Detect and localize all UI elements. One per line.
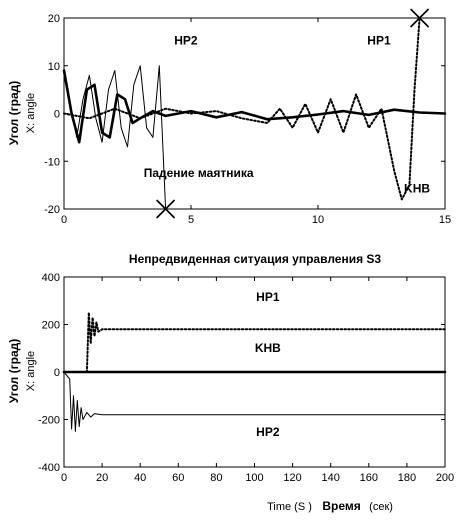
top-series bbox=[62, 17, 447, 210]
y-tick-label: 400 bbox=[42, 272, 60, 284]
x-tick-label: 15 bbox=[439, 214, 451, 226]
top-ylabel-sub: X: angle bbox=[25, 93, 37, 133]
top-ticks: 0 5 10 15 20 10 0 -10 -20 bbox=[44, 13, 451, 226]
series-line-hp2 bbox=[63, 65, 167, 210]
bottom-ticks: 0 20 40 60 80 100 120 140 160 180 200 400 200 0 -200 -4… bbox=[38, 272, 454, 484]
x-tick-label: 20 bbox=[96, 472, 108, 484]
series-line-hp1 bbox=[63, 17, 421, 201]
annotation-label: HP1 bbox=[367, 33, 391, 47]
bottom-y-label: Угол (град) bbox=[7, 339, 21, 403]
x-tick-label: 80 bbox=[210, 472, 222, 484]
x-tick-label: 60 bbox=[172, 472, 184, 484]
annotation-label: HP2 bbox=[174, 33, 198, 47]
x-marker-stroke bbox=[410, 8, 430, 28]
y-tick-label: -400 bbox=[38, 462, 60, 474]
bottom-y-sublabel: X: angle bbox=[25, 351, 37, 391]
annotation-label: HP2 bbox=[256, 425, 280, 439]
x-tick-label: 10 bbox=[312, 214, 324, 226]
bottom-chart-title: Непредвиденная ситуация управления S3 bbox=[129, 252, 382, 266]
series-line-hp2 bbox=[63, 371, 446, 432]
x-tick-label: 0 bbox=[61, 472, 67, 484]
x-tick-label: 160 bbox=[360, 472, 378, 484]
bottom-ylabel-sub: X: angle bbox=[25, 351, 37, 391]
top-markers bbox=[156, 8, 430, 219]
top-annotations: HP2 HP1 Падение маятника KHB bbox=[144, 33, 431, 195]
top-y-label: Угол (град) bbox=[7, 81, 21, 145]
x-tick-label: 0 bbox=[61, 214, 67, 226]
y-tick-label: -200 bbox=[38, 415, 60, 427]
x-marker-stroke bbox=[156, 199, 176, 219]
y-tick-label: -20 bbox=[44, 204, 60, 216]
y-tick-label: 20 bbox=[48, 13, 60, 25]
top-y-sublabel: X: angle bbox=[25, 93, 37, 133]
top-chart: 0 5 10 15 20 10 0 -10 -20 HP2 HP1 Падение маятника… bbox=[7, 8, 451, 226]
y-tick-label: 200 bbox=[42, 320, 60, 332]
annotation-label: KHB bbox=[404, 181, 430, 195]
bottom-annotations: HP1 KHB HP2 bbox=[255, 290, 281, 439]
x-tick-label: 200 bbox=[436, 472, 454, 484]
x-tick-label: 120 bbox=[283, 472, 301, 484]
bottom-chart: Непредвиденная ситуация управления S3 0 2… bbox=[7, 252, 454, 514]
bottom-xlabel-vremya: Время bbox=[322, 499, 360, 513]
series-line-hp1 bbox=[63, 311, 446, 373]
y-tick-label: 0 bbox=[54, 367, 60, 379]
annotation-label: HP1 bbox=[256, 290, 280, 304]
bottom-x-label: Time (S ) Время (сек) bbox=[267, 497, 393, 514]
y-tick-label: 10 bbox=[48, 61, 60, 73]
bottom-xlabel-sek: (сек) bbox=[369, 501, 393, 513]
bottom-series bbox=[62, 311, 447, 432]
x-tick-label: 40 bbox=[134, 472, 146, 484]
series-line-khb bbox=[62, 69, 447, 144]
x-tick-label: 100 bbox=[245, 472, 263, 484]
bottom-xlabel-time: Time (S ) bbox=[267, 501, 312, 513]
y-tick-label: -10 bbox=[44, 156, 60, 168]
annotation-label: Падение маятника bbox=[144, 166, 254, 180]
x-tick-label: 140 bbox=[322, 472, 340, 484]
bottom-ylabel-main: Угол (град) bbox=[7, 339, 21, 403]
x-tick-label: 5 bbox=[188, 214, 194, 226]
x-tick-label: 180 bbox=[398, 472, 416, 484]
top-ylabel-main: Угол (град) bbox=[7, 81, 21, 145]
annotation-label: KHB bbox=[255, 341, 281, 355]
y-tick-label: 0 bbox=[54, 109, 60, 121]
